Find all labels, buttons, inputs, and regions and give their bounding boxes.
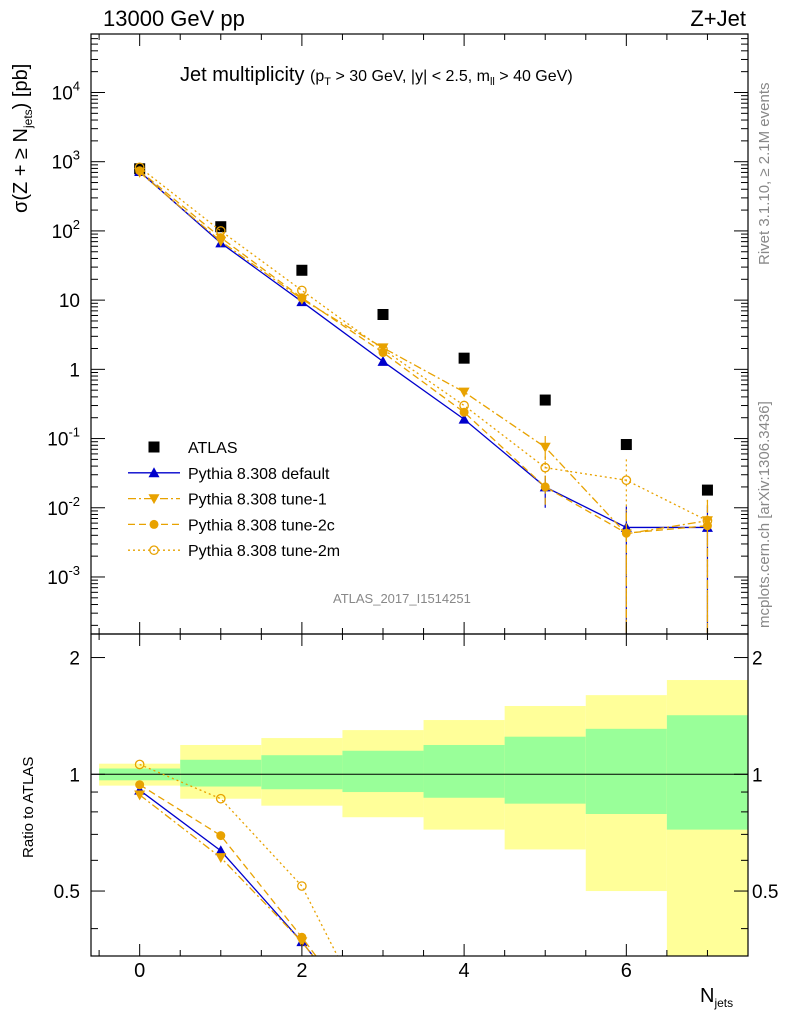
- legend-marker-4: [149, 545, 159, 556]
- ratio-tick-label-l-0.5: 0.5: [54, 882, 80, 903]
- legend-marker-0: [148, 441, 160, 453]
- point-4-4: [459, 400, 469, 411]
- band-inner-1: [180, 759, 262, 787]
- ratio-tick-label-l-2: 2: [69, 649, 80, 670]
- ratio-point-2-0: [135, 780, 145, 790]
- point-4-2: [297, 285, 307, 296]
- ratio-point-1-1: [215, 853, 227, 864]
- y-tick-label-4: 104: [52, 78, 80, 104]
- ratio-point-3-0: [134, 759, 145, 770]
- x-tick-label-0: 0: [134, 960, 145, 982]
- point-2-5: [539, 442, 551, 453]
- legend-label-0: ATLAS: [188, 440, 238, 457]
- legend-label-3: Pythia 8.308 tune-2c: [188, 517, 335, 534]
- ratio-point-0-1: [215, 845, 227, 856]
- ratio-uncertainty-bands: [91, 680, 748, 956]
- chart-title: Jet multiplicity (pT > 30 GeV, |y| < 2.5…: [180, 64, 573, 88]
- point-4-1: [215, 226, 226, 236]
- ratio-point-2-1: [216, 831, 226, 841]
- point-4-7: [702, 515, 713, 526]
- legend-marker-1: [148, 467, 160, 478]
- chart-title-selection: (pT > 30 GeV, |y| < 2.5, mll > 40 GeV): [310, 68, 573, 89]
- x-tick-label-6: 6: [621, 960, 632, 982]
- point-4-6: [621, 475, 632, 486]
- band-inner-6: [585, 728, 667, 814]
- point-1-4: [458, 413, 470, 424]
- y-axis-label-ratio: Ratio to ATLAS: [20, 756, 37, 858]
- point-1-3: [377, 355, 389, 366]
- rivet-label: Rivet 3.1.10, ≥ 2.1M events: [756, 82, 773, 266]
- ratio-line-1: [139, 794, 314, 956]
- main-series: [134, 162, 713, 634]
- point-0-5: [539, 394, 551, 406]
- y-tick-label-3: 103: [52, 148, 80, 174]
- point-4-3: [378, 344, 388, 355]
- point-0-3: [377, 308, 389, 320]
- point-0-7: [701, 484, 713, 496]
- point-0-4: [458, 352, 470, 364]
- point-3-1: [216, 233, 226, 243]
- ratio-tick-label-r-2: 2: [752, 649, 763, 670]
- legend-marker-2: [148, 494, 160, 505]
- band-inner-4: [423, 744, 505, 798]
- ratio-point-3-1: [215, 793, 226, 804]
- band-inner-7: [666, 715, 748, 830]
- y-tick-label--2: 10-2: [47, 494, 80, 520]
- y-axis-label-top: σ(Z + ≥ Njets) [pb]: [10, 63, 35, 213]
- ratio-tick-label-r-0.5: 0.5: [752, 882, 778, 903]
- legend-label-4: Pythia 8.308 tune-2m: [188, 543, 340, 560]
- ratio-tick-label-l-1: 1: [69, 765, 80, 786]
- ratio-point-1-0: [134, 790, 146, 801]
- header-right: Z+Jet: [690, 6, 746, 31]
- point-3-4: [459, 407, 469, 417]
- y-tick-label-1: 10: [59, 291, 80, 312]
- y-tick-label-0: 1: [69, 360, 80, 381]
- point-3-6: [621, 528, 631, 538]
- ratio-point-2-2: [297, 932, 307, 942]
- legend-label-2: Pythia 8.308 tune-1: [188, 492, 327, 509]
- y-tick-label--1: 10-1: [47, 425, 80, 451]
- series-line-3: [139, 170, 708, 534]
- series-line-1: [139, 171, 708, 529]
- point-0-6: [620, 439, 632, 451]
- point-0-2: [296, 264, 308, 276]
- ratio-line-0: [139, 789, 314, 956]
- x-axis-label: Njets: [700, 985, 734, 1010]
- legend-marker-3: [149, 519, 159, 529]
- header-left: 13000 GeV pp: [103, 6, 245, 31]
- ratio-point-3-2: [297, 881, 307, 891]
- chart-title-text: Jet multiplicity: [180, 64, 305, 86]
- point-4-5: [540, 462, 551, 473]
- y-tick-label--3: 10-3: [47, 563, 80, 589]
- band-inner-2: [261, 755, 343, 790]
- y-tick-label-2: 102: [52, 217, 80, 243]
- band-inner-5: [504, 736, 586, 804]
- point-4-0: [134, 162, 145, 173]
- point-3-2: [297, 293, 307, 303]
- band-inner-3: [342, 750, 424, 793]
- legend: ATLAS Pythia 8.308 default Pythia 8.308 tu…: [128, 440, 340, 560]
- watermark: ATLAS_2017_I1514251: [333, 591, 471, 606]
- bottom-frame: [90, 633, 749, 957]
- ratio-series: [134, 759, 339, 956]
- ratio-line-2: [139, 784, 317, 956]
- axes-frame: 0 2 4 6 10-3 10-2 10-1 1 10 102 103 104 0.5 0.5 1 1 2 2: [47, 33, 778, 982]
- point-2-4: [458, 387, 470, 398]
- point-3-0: [135, 166, 145, 176]
- x-tick-label-2: 2: [296, 960, 307, 982]
- legend-label-1: Pythia 8.308 default: [188, 466, 330, 483]
- ratio-tick-label-r-1: 1: [752, 765, 763, 786]
- x-tick-label-4: 4: [459, 960, 470, 982]
- mcplots-label: mcplots.cern.ch [arXiv:1306.3436]: [756, 401, 773, 628]
